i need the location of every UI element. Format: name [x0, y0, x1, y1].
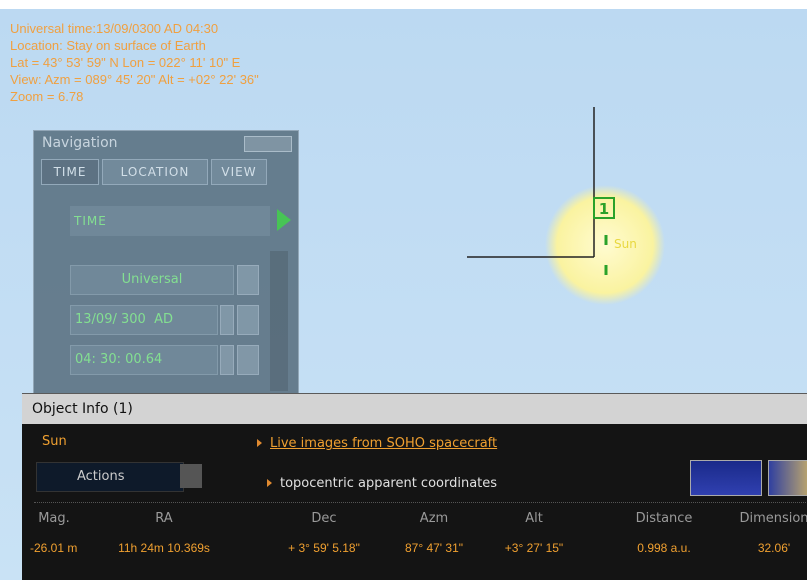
thumbnail[interactable] — [690, 460, 762, 496]
cell: -26.01 m — [30, 541, 77, 555]
spinner[interactable] — [220, 305, 234, 335]
bullet — [257, 439, 262, 447]
spinner[interactable] — [220, 345, 234, 375]
actions-dropdown[interactable]: Actions — [36, 462, 184, 492]
status-line: Location: Stay on surface of Earth — [10, 37, 259, 54]
cell: 11h 24m 10.369s — [118, 541, 210, 555]
cell: +3° 27' 15" — [505, 541, 563, 555]
link-row: Live images from SOHO spacecraft — [257, 436, 497, 451]
cell: + 3° 59' 5.18" — [288, 541, 360, 555]
panel-title: Navigation — [42, 135, 118, 151]
tab[interactable]: VIEW — [211, 159, 267, 185]
cell: 87° 47' 31" — [405, 541, 463, 555]
status-line: Universal time:13/09/0300 AD 04:30 — [10, 20, 259, 37]
time-field[interactable]: 04: 30: 00.64 — [70, 345, 218, 375]
link-row: topocentric apparent coordinates — [267, 476, 497, 491]
date-field[interactable]: 13/09/ 300 AD — [70, 305, 218, 335]
dropdown-button[interactable] — [237, 265, 259, 295]
column-header: Distance — [636, 511, 693, 526]
column-header: RA — [155, 511, 172, 526]
status-line: Zoom = 6.78 — [10, 88, 259, 105]
tab[interactable]: LOCATION — [102, 159, 208, 185]
tab[interactable]: TIME — [41, 159, 99, 185]
app-window: 1 Sun Universal time:13/09/0300 AD 04:30… — [0, 0, 807, 580]
section-header: TIME — [70, 206, 270, 236]
date: 13/09/ 300 — [75, 312, 146, 327]
column-header: Dimension — [739, 511, 807, 526]
object-name: Sun — [42, 434, 67, 449]
navigation-panel: Navigation TIME LOCATION VIEW TIME Unive… — [33, 130, 299, 397]
status-line: Lat = 43° 53' 59" N Lon = 022° 11' 10" E — [10, 54, 259, 71]
object-info-panel: Object Info (1) Sun Actions Live images … — [22, 393, 807, 580]
column-header: Dec — [311, 511, 336, 526]
cell: 32.06' — [758, 541, 790, 555]
dropdown-button[interactable] — [237, 305, 259, 335]
timezone-select[interactable]: Universal — [70, 265, 234, 295]
object-label[interactable]: Sun — [614, 237, 637, 251]
column-header: Mag. — [38, 511, 70, 526]
bullet — [267, 479, 272, 487]
scrollbar[interactable] — [270, 251, 288, 391]
thumbnail[interactable] — [768, 460, 807, 496]
expand-arrow[interactable] — [277, 209, 291, 231]
column-header: Azm — [420, 511, 448, 526]
column-header: Alt — [525, 511, 543, 526]
cell: 0.998 a.u. — [637, 541, 690, 555]
panel-title: Object Info (1) — [22, 394, 807, 424]
soho-link[interactable]: Live images from SOHO spacecraft — [270, 436, 497, 451]
marker-label: 1 — [599, 200, 609, 218]
dropdown-button[interactable] — [237, 345, 259, 375]
status-line: View: Azm = 089° 45' 20" Alt = +02° 22' … — [10, 71, 259, 88]
era: AD — [154, 312, 173, 327]
coords-link[interactable]: topocentric apparent coordinates — [280, 476, 497, 491]
dropdown-button[interactable] — [180, 464, 202, 488]
window-buttons[interactable] — [244, 136, 292, 152]
